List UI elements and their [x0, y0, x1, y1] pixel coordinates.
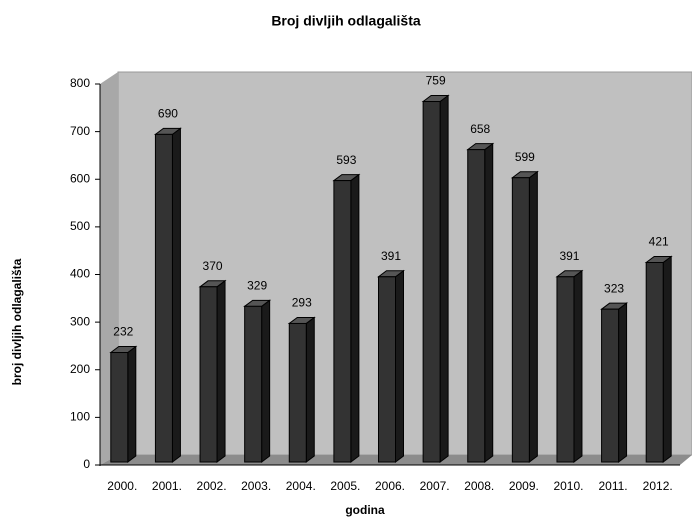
y-axis-label: broj divljih odlagališta [10, 258, 24, 385]
bar-side [395, 269, 404, 463]
y-tick-label: 200 [70, 362, 90, 376]
bar-side [350, 173, 360, 463]
chart-title: Broj divljih odlagališta [271, 13, 421, 29]
bar-side [662, 255, 672, 463]
bar-side [439, 94, 449, 463]
x-tick-label: 2003. [241, 479, 271, 493]
y-tick-label: 800 [70, 76, 90, 90]
value-label: 391 [559, 249, 579, 263]
bar [556, 276, 575, 463]
bar-side [618, 302, 628, 463]
bar-side [573, 269, 583, 463]
bar-side [216, 279, 226, 463]
value-label: 329 [247, 278, 267, 292]
value-label: 759 [426, 74, 446, 88]
x-tick-label: 2001. [152, 479, 182, 493]
bar [601, 308, 620, 463]
bar [110, 352, 129, 463]
y-tick-label: 500 [70, 219, 90, 233]
bar [154, 133, 173, 463]
bar [333, 180, 352, 463]
x-tick-label: 2007. [420, 479, 450, 493]
value-label: 599 [515, 150, 535, 164]
x-axis-label: godina [345, 503, 385, 517]
y-tick-label: 600 [70, 171, 90, 185]
bar [645, 261, 664, 463]
bar [467, 149, 486, 463]
bar [422, 101, 441, 463]
bar-side [261, 299, 271, 463]
x-tick-label: 2006. [375, 479, 405, 493]
x-tick-label: 2010. [553, 479, 583, 493]
x-tick-label: 2004. [286, 479, 316, 493]
value-label: 370 [203, 259, 223, 273]
y-tick-label: 400 [70, 267, 90, 281]
bar-side [127, 345, 137, 463]
value-label: 593 [336, 153, 356, 167]
value-label: 658 [470, 122, 490, 136]
bar-side [528, 170, 538, 463]
x-tick-label: 2002. [197, 479, 227, 493]
x-tick-label: 2011. [599, 479, 628, 493]
bar [378, 276, 396, 463]
bar [199, 286, 218, 463]
bar-side [305, 316, 315, 463]
value-label: 421 [649, 235, 669, 249]
bar-side [484, 142, 494, 463]
y-tick-label: 700 [70, 124, 90, 138]
value-label: 690 [158, 107, 178, 121]
bar [288, 322, 307, 463]
y-tick-label: 0 [83, 457, 90, 471]
x-tick-label: 2000. [107, 479, 137, 493]
y-tick-label: 100 [70, 410, 90, 424]
value-label: 323 [604, 281, 624, 295]
value-label: 391 [381, 249, 401, 263]
x-tick-label: 2009. [509, 479, 539, 493]
x-tick-label: 2008. [464, 479, 494, 493]
bar-side [171, 127, 181, 463]
x-tick-label: 2005. [330, 479, 360, 493]
x-tick-label: 2012. [643, 479, 673, 493]
bar [244, 305, 263, 463]
value-label: 293 [292, 296, 312, 310]
value-label: 232 [113, 325, 133, 339]
bar [511, 177, 530, 463]
y-tick-label: 300 [70, 314, 90, 328]
